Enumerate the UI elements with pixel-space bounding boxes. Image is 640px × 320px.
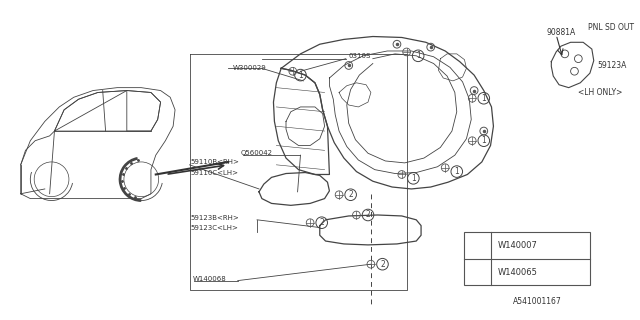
Text: 2: 2 xyxy=(476,241,481,250)
Text: W140065: W140065 xyxy=(497,268,537,277)
Text: 1: 1 xyxy=(481,136,486,145)
Text: 1: 1 xyxy=(411,174,416,183)
Text: 90881A: 90881A xyxy=(547,28,576,37)
Text: 59123B<RH>: 59123B<RH> xyxy=(191,215,239,221)
Text: 1: 1 xyxy=(298,71,303,80)
Text: 2: 2 xyxy=(319,218,324,227)
Text: Q560042: Q560042 xyxy=(241,150,273,156)
Text: 59123C<LH>: 59123C<LH> xyxy=(191,226,238,231)
Text: W300029: W300029 xyxy=(233,65,267,71)
Text: 59110C<LH>: 59110C<LH> xyxy=(191,170,239,176)
Text: 1: 1 xyxy=(481,94,486,103)
Text: 2: 2 xyxy=(380,260,385,269)
Text: <LH ONLY>: <LH ONLY> xyxy=(579,88,623,97)
Text: 1: 1 xyxy=(454,167,459,176)
Text: 2: 2 xyxy=(365,211,371,220)
Text: W140007: W140007 xyxy=(497,241,537,250)
Text: W140068: W140068 xyxy=(193,276,226,282)
Text: 1: 1 xyxy=(476,268,481,277)
Text: 2: 2 xyxy=(348,190,353,199)
Bar xyxy=(465,232,590,285)
Text: 59123A: 59123A xyxy=(598,61,627,70)
Text: 59110B<RH>: 59110B<RH> xyxy=(191,159,239,165)
Text: A541001167: A541001167 xyxy=(513,297,561,306)
Text: PNL SD OUT: PNL SD OUT xyxy=(588,23,634,32)
Text: 1: 1 xyxy=(416,51,420,60)
Text: 0310S: 0310S xyxy=(349,53,371,59)
